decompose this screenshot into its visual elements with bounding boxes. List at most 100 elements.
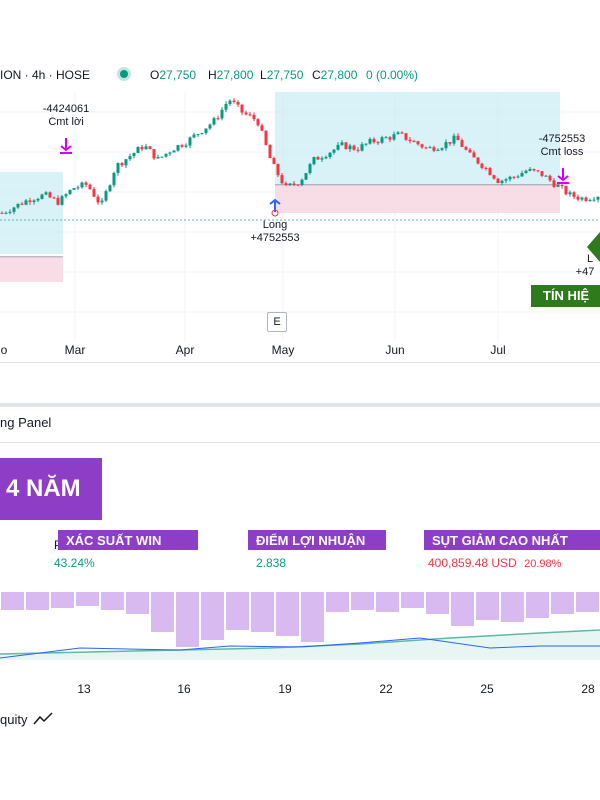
tick-label: 28 bbox=[581, 682, 595, 696]
candle-body bbox=[256, 119, 260, 126]
candle-body bbox=[596, 196, 600, 200]
signal-arrow-icon bbox=[587, 232, 600, 262]
candle-body bbox=[468, 149, 472, 153]
candle-body bbox=[164, 153, 168, 157]
candle-body bbox=[284, 183, 288, 186]
candle-body bbox=[380, 137, 384, 143]
candle-body bbox=[52, 197, 56, 199]
candle-body bbox=[156, 157, 160, 159]
events-badge[interactable]: E bbox=[267, 312, 287, 332]
profit-zone-2 bbox=[275, 92, 560, 185]
candle-body bbox=[324, 156, 328, 159]
candle-body bbox=[448, 142, 452, 144]
candle-body bbox=[352, 145, 356, 150]
strategy-panel-title[interactable]: ng Panel bbox=[0, 415, 52, 430]
candle-body bbox=[180, 145, 184, 147]
candle-body bbox=[516, 176, 520, 178]
equity-legend-label[interactable]: quity bbox=[0, 712, 28, 727]
candle-body bbox=[576, 196, 580, 200]
candle-body bbox=[344, 142, 348, 150]
candle-body bbox=[488, 167, 492, 176]
candle-body bbox=[524, 170, 528, 174]
ohlc-high: H27,800 bbox=[208, 68, 254, 82]
candle-body bbox=[508, 176, 512, 180]
ohlc-open: O27,750 bbox=[150, 68, 197, 82]
candle-body bbox=[336, 144, 340, 150]
annot-entry-line1: Long bbox=[263, 219, 287, 231]
candle-body bbox=[408, 139, 412, 142]
candle-body bbox=[28, 200, 32, 203]
candle-body bbox=[420, 144, 424, 148]
candle-body bbox=[176, 145, 180, 151]
candle-body bbox=[196, 134, 200, 136]
drawdown-bar bbox=[576, 592, 599, 612]
tick-label: Mar bbox=[64, 343, 86, 357]
exit2-arrow-icon bbox=[557, 168, 569, 184]
candle-body bbox=[320, 158, 324, 160]
candle-body bbox=[152, 149, 156, 159]
candle-body bbox=[500, 180, 504, 183]
candle-body bbox=[304, 173, 308, 180]
candle-body bbox=[80, 182, 84, 188]
annot-exit1-line2: Cmt lời bbox=[48, 116, 83, 128]
candle-body bbox=[376, 142, 380, 144]
drawdown-bars bbox=[1, 592, 599, 647]
candle-body bbox=[68, 189, 72, 195]
tick-label: Jul bbox=[490, 343, 506, 357]
candle-body bbox=[280, 175, 284, 184]
candle-body bbox=[368, 138, 372, 144]
candle-body bbox=[24, 200, 28, 205]
symbol-label[interactable]: ION · 4h · HOSE bbox=[0, 68, 91, 82]
candle-body bbox=[472, 152, 476, 158]
candle-body bbox=[144, 146, 148, 150]
drawdown-bar bbox=[326, 592, 349, 612]
candle-body bbox=[364, 143, 368, 145]
candle-body bbox=[540, 171, 544, 176]
line-chart-icon[interactable] bbox=[32, 710, 54, 726]
candle-body bbox=[84, 182, 88, 185]
tick-label: Jun bbox=[385, 343, 405, 357]
candle-body bbox=[372, 138, 376, 143]
years-banner: 4 NĂM bbox=[0, 458, 102, 520]
candle-body bbox=[8, 211, 12, 213]
tick-label: 19 bbox=[278, 682, 292, 696]
annot-entry2-line2: +47 bbox=[576, 266, 595, 278]
panel-resize-handle[interactable] bbox=[0, 403, 600, 407]
candle-body bbox=[192, 134, 196, 138]
drawdown-bar bbox=[76, 592, 99, 606]
candle-body bbox=[232, 100, 236, 103]
candle-body bbox=[72, 188, 76, 190]
equity-chart[interactable] bbox=[0, 590, 600, 660]
candle-body bbox=[332, 149, 336, 153]
candle-body bbox=[444, 142, 448, 149]
candle-body bbox=[184, 145, 188, 147]
candle-body bbox=[56, 197, 60, 205]
candle-body bbox=[528, 168, 532, 171]
candle-body bbox=[260, 125, 264, 131]
exit-arrow-icon bbox=[60, 138, 72, 154]
candle-body bbox=[532, 168, 536, 171]
stat-value-profit: 2.838 bbox=[256, 556, 287, 570]
candle-body bbox=[296, 184, 300, 186]
candle-body bbox=[564, 186, 568, 195]
drawdown-bar bbox=[26, 592, 49, 610]
annot-entry-line2: +4752553 bbox=[250, 232, 299, 244]
candle-body bbox=[308, 164, 312, 174]
drawdown-bar bbox=[551, 592, 574, 614]
candle-body bbox=[548, 175, 552, 181]
price-chart[interactable]: -4424061 Cmt lời Long +4752553 -4752553 … bbox=[0, 92, 600, 362]
candle-body bbox=[4, 212, 8, 214]
candle-body bbox=[504, 179, 508, 181]
drawdown-bar bbox=[126, 592, 149, 614]
candle-body bbox=[396, 132, 400, 135]
candle-body bbox=[236, 102, 240, 105]
candle-body bbox=[244, 112, 248, 115]
drawdown-bar bbox=[1, 592, 24, 610]
candle-body bbox=[148, 146, 152, 150]
candle-body bbox=[240, 104, 244, 113]
candle-body bbox=[228, 100, 232, 104]
candle-body bbox=[12, 207, 16, 212]
candle-body bbox=[312, 156, 316, 165]
candle-body bbox=[556, 184, 560, 187]
candle-body bbox=[484, 167, 488, 169]
